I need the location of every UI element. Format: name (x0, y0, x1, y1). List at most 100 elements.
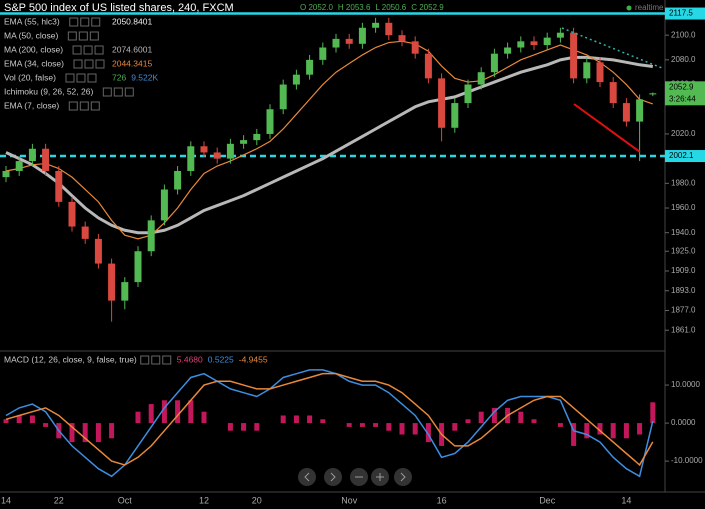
y-tick-label: 1940.0 (671, 228, 696, 237)
ohlc-value: L 2050.6 (375, 3, 406, 12)
x-tick-label: 20 (252, 495, 262, 505)
candle-body (174, 170, 182, 190)
candle-body (279, 84, 287, 110)
histogram-bar (359, 423, 365, 427)
candle-body (94, 238, 102, 264)
legend-name: MACD (12, 26, close, 9, false, true) (4, 354, 137, 364)
legend-icon (73, 59, 83, 69)
histogram-bar (135, 411, 141, 424)
x-tick-label: 22 (54, 495, 64, 505)
scroll-left-button[interactable] (298, 468, 316, 486)
y-tick-label: 1960.0 (671, 203, 696, 212)
histogram-bar (227, 423, 233, 431)
level-label: 2117.5 (669, 9, 693, 18)
histogram-bar (254, 423, 260, 431)
legend-name: MA (50, close) (4, 30, 58, 40)
histogram-bar (3, 419, 9, 424)
candle-body (226, 143, 234, 159)
icon (330, 472, 336, 482)
x-tick-label: Nov (341, 495, 358, 505)
candle-body (55, 170, 63, 202)
legend-reading: 2044.3415 (112, 58, 152, 68)
histogram-bar (584, 423, 590, 439)
legend-icon (65, 73, 75, 83)
candle-body (160, 189, 168, 221)
countdown: 3:26:44 (669, 94, 696, 103)
y-tick-label: 1909.0 (671, 266, 696, 275)
candle-body (556, 32, 564, 38)
status-dot (626, 5, 632, 11)
y-tick-label: 1893.0 (671, 286, 696, 295)
candle-body (464, 84, 472, 104)
legend-icon (91, 17, 101, 27)
y-tick-label: 2100.0 (671, 30, 696, 39)
histogram-bar (557, 423, 563, 427)
candle-body (622, 103, 630, 122)
candle-body (68, 201, 76, 227)
legend-icon (151, 355, 161, 365)
level-label-box (665, 150, 705, 163)
x-tick-label: 16 (437, 495, 447, 505)
reset-button[interactable] (394, 468, 412, 486)
legend-icon (94, 45, 104, 55)
ohlc-value: C 2052.9 (411, 3, 444, 12)
candle-body (411, 41, 419, 54)
candle-body (372, 22, 380, 28)
candle-body (438, 78, 446, 128)
candle-body (583, 62, 591, 79)
icon (376, 473, 384, 481)
icon (400, 472, 406, 482)
legend-icon (69, 17, 79, 27)
histogram-bar (307, 415, 313, 424)
legend-name: MA (200, close) (4, 44, 63, 54)
x-tick-label: 14 (621, 495, 631, 505)
histogram-bar (95, 423, 101, 443)
histogram-bar (346, 423, 352, 427)
legend-reading: 726 (112, 72, 126, 82)
histogram-bar (465, 419, 471, 424)
legend-name: Ichimoku (9, 26, 52, 26) (4, 86, 93, 96)
candle-body (517, 41, 525, 48)
level-label: 2002.1 (669, 151, 694, 160)
histogram-bar (623, 423, 629, 439)
legend-icon (84, 59, 94, 69)
legend-reading: 2050.8401 (112, 16, 152, 26)
histogram-bar (478, 411, 484, 424)
histogram-bar (518, 411, 524, 424)
legend-name: Vol (20, false) (4, 72, 56, 82)
histogram-bar (425, 423, 431, 443)
histogram-bar (597, 423, 603, 435)
legend-icon (76, 73, 86, 83)
histogram-bar (43, 423, 49, 427)
candle-body (451, 103, 459, 128)
x-tick-label: Dec (539, 495, 556, 505)
histogram-bar (491, 407, 497, 424)
legend-icon (124, 87, 134, 97)
scroll-right-button[interactable] (324, 468, 342, 486)
legend-name: EMA (34, close) (4, 58, 64, 68)
candle-body (200, 146, 208, 153)
candle-body (253, 133, 261, 141)
candle-body (345, 38, 353, 44)
legend-reading: 9.522K (131, 72, 158, 82)
icon (304, 472, 310, 482)
macd-line (5, 372, 654, 467)
histogram-bar (412, 423, 418, 435)
legend-icon (140, 355, 150, 365)
legend-icon (87, 73, 97, 83)
candle-body (609, 82, 617, 104)
histogram-bar (386, 423, 392, 431)
indicator-line (5, 55, 653, 235)
ohlc-value: O 2052.0 (300, 3, 333, 12)
histogram-bar (610, 423, 616, 439)
legend-reading: 2074.6001 (112, 44, 152, 54)
legend-icon (80, 17, 90, 27)
legend-icon (83, 45, 93, 55)
candle-body (636, 99, 644, 122)
candle-body (121, 282, 129, 301)
legend-icon (67, 31, 77, 41)
y-tick-label: 10.0000 (671, 380, 700, 389)
histogram-bar (201, 411, 207, 424)
legend-icon (162, 355, 172, 365)
